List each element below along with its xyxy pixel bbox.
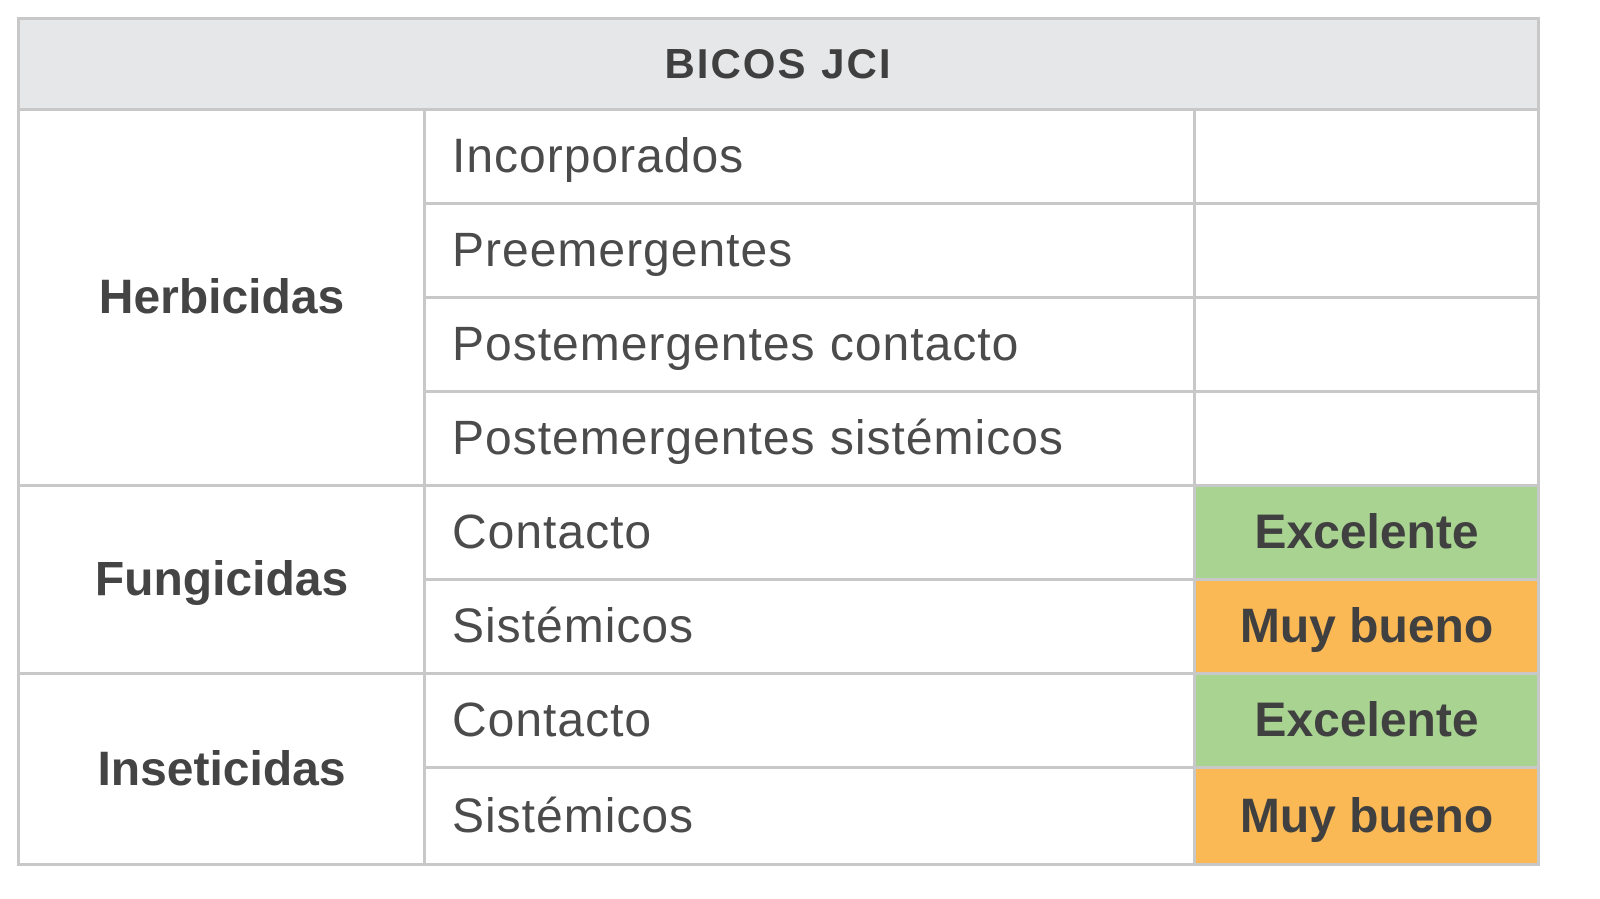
row-item-label: Incorporados [426, 111, 1196, 205]
row-item-label: Preemergentes [426, 205, 1196, 299]
rating-badge-excelente: Excelente [1196, 487, 1537, 581]
row-item-label: Postemergentes sistémicos [426, 393, 1196, 487]
group-label-fungicidas: Fungicidas [20, 487, 426, 675]
rating-badge-excelente: Excelente [1196, 675, 1537, 769]
row-rating [1196, 205, 1537, 299]
group-label-herbicidas: Herbicidas [20, 111, 426, 487]
row-rating [1196, 299, 1537, 393]
row-rating [1196, 111, 1537, 205]
row-item-label: Contacto [426, 487, 1196, 581]
row-item-label: Contacto [426, 675, 1196, 769]
row-item-label: Sistémicos [426, 769, 1196, 863]
rating-badge-muy-bueno: Muy bueno [1196, 581, 1537, 675]
row-rating [1196, 393, 1537, 487]
row-item-label: Postemergentes contacto [426, 299, 1196, 393]
rating-badge-muy-bueno: Muy bueno [1196, 769, 1537, 863]
row-item-label: Sistémicos [426, 581, 1196, 675]
table-title: BICOS JCI [20, 20, 1537, 111]
comparison-table: BICOS JCI Herbicidas Incorporados Preeme… [17, 17, 1540, 866]
group-label-inseticidas: Inseticidas [20, 675, 426, 863]
